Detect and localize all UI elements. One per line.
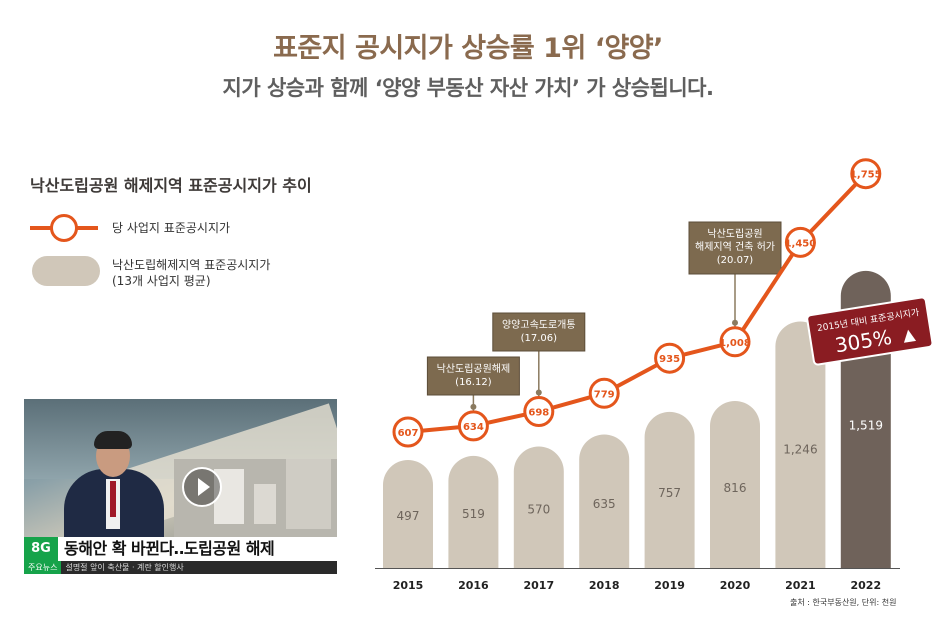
bar-value-label: 635 bbox=[593, 497, 616, 511]
channel-badge: 8G bbox=[24, 537, 58, 561]
x-tick-label: 2019 bbox=[654, 579, 685, 592]
bar bbox=[383, 460, 433, 568]
legend-bar-swatch bbox=[32, 256, 100, 286]
x-tick-label: 2017 bbox=[523, 579, 554, 592]
line-value-label: 634 bbox=[463, 422, 484, 433]
callout-dot bbox=[470, 403, 477, 410]
video-building bbox=[286, 459, 331, 529]
line-value-label: 607 bbox=[398, 428, 419, 439]
ticker-text: 설명절 앞이 축산물 · 계란 할인행사 bbox=[65, 563, 184, 572]
play-icon[interactable] bbox=[182, 467, 222, 507]
callout-dot bbox=[535, 389, 542, 396]
callout-text: 해제지역 건축 허가 bbox=[695, 240, 775, 253]
callout-text: 낙산도립공원 bbox=[707, 227, 762, 240]
chart-section-title: 낙산도립공원 해제지역 표준공시지가 추이 bbox=[30, 176, 312, 195]
legend-bar-label: 낙산도립해제지역 표준공시지가 (13개 사업지 평균) bbox=[112, 257, 270, 289]
bar bbox=[644, 411, 695, 568]
badge-box bbox=[806, 296, 934, 366]
page-title: 표준지 공시지가 상승률 1위 ‘양양’ bbox=[273, 33, 663, 64]
line-point bbox=[850, 158, 882, 190]
badge-value: 305% bbox=[833, 325, 893, 358]
x-tick-label: 2015 bbox=[393, 579, 424, 592]
line-point bbox=[719, 326, 751, 358]
legend-line-label: 당 사업지 표준공시지가 bbox=[112, 221, 231, 235]
x-tick-label: 2021 bbox=[785, 579, 816, 592]
news-video-thumbnail[interactable]: 8G 동해안 확 바뀐다‥도립공원 해제 주요뉴스 설명절 앞이 축산물 · 계란… bbox=[24, 399, 337, 574]
callout-dot bbox=[732, 319, 738, 326]
x-tick-label: 2020 bbox=[720, 579, 751, 592]
bar bbox=[448, 455, 499, 568]
bar bbox=[840, 270, 891, 568]
line-value-label: 1,008 bbox=[719, 338, 751, 349]
x-tick-label: 2018 bbox=[589, 579, 620, 592]
source-note: 출처 : 한국부동산원, 단위: 천원 bbox=[790, 598, 897, 607]
x-tick-label: 2022 bbox=[850, 579, 881, 592]
badge-label: 2015년 대비 표준공시지가 bbox=[816, 307, 920, 334]
line-point bbox=[523, 396, 555, 428]
line-point bbox=[457, 410, 489, 442]
bar-value-label: 570 bbox=[527, 503, 550, 517]
line-point bbox=[588, 377, 620, 409]
series-line bbox=[407, 172, 868, 434]
play-triangle bbox=[198, 478, 210, 496]
video-building bbox=[254, 484, 276, 524]
callout-box bbox=[426, 356, 520, 396]
x-tick-label: 2016 bbox=[458, 579, 489, 592]
callout-text: (20.07) bbox=[717, 255, 754, 266]
news-ticker: 주요뉴스 설명절 앞이 축산물 · 계란 할인행사 bbox=[24, 561, 337, 574]
ticker-tag: 주요뉴스 bbox=[24, 561, 62, 574]
callout-text: 낙산도립공원해제 bbox=[437, 362, 511, 375]
up-arrow-icon: ▲ bbox=[901, 324, 917, 345]
line-value-label: 935 bbox=[659, 354, 680, 365]
bar-value-label: 757 bbox=[658, 486, 681, 500]
legend-bar-label-line1: 낙산도립해제지역 표준공시지가 bbox=[112, 258, 271, 272]
bar-value-label: 1,519 bbox=[849, 418, 883, 432]
video-caption: 동해안 확 바뀐다‥도립공원 해제 bbox=[64, 539, 275, 558]
page-subtitle: 지가 상승과 함께 ‘양양 부동산 자산 가치’ 가 상승됩니다. bbox=[222, 76, 714, 100]
line-value-label: 779 bbox=[594, 389, 615, 400]
line-point bbox=[392, 416, 424, 448]
callout-box bbox=[492, 312, 586, 352]
bar-value-label: 519 bbox=[462, 507, 485, 521]
bar bbox=[710, 400, 760, 568]
bar-value-label: 1,246 bbox=[783, 443, 817, 457]
legend-bar-label-line2: (13개 사업지 평균) bbox=[112, 274, 211, 288]
line-point bbox=[784, 226, 816, 258]
bar bbox=[579, 434, 630, 568]
bar bbox=[513, 446, 564, 568]
callout-text: 양양고속도로개통 bbox=[502, 319, 576, 331]
bar-value-label: 497 bbox=[397, 509, 420, 523]
line-value-label: 1,755 bbox=[850, 170, 882, 181]
bar-value-label: 816 bbox=[724, 481, 747, 495]
news-anchor-hair bbox=[94, 431, 132, 449]
line-point bbox=[654, 342, 686, 374]
bar bbox=[775, 321, 826, 568]
line-value-label: 1,450 bbox=[785, 238, 817, 249]
legend-circle-icon bbox=[50, 214, 78, 242]
news-anchor-tie bbox=[110, 481, 116, 517]
line-value-label: 698 bbox=[528, 408, 549, 419]
callout-box bbox=[688, 221, 782, 275]
callout-text: (17.06) bbox=[521, 333, 558, 344]
caption-bar bbox=[24, 537, 337, 561]
callout-text: (16.12) bbox=[455, 377, 492, 388]
